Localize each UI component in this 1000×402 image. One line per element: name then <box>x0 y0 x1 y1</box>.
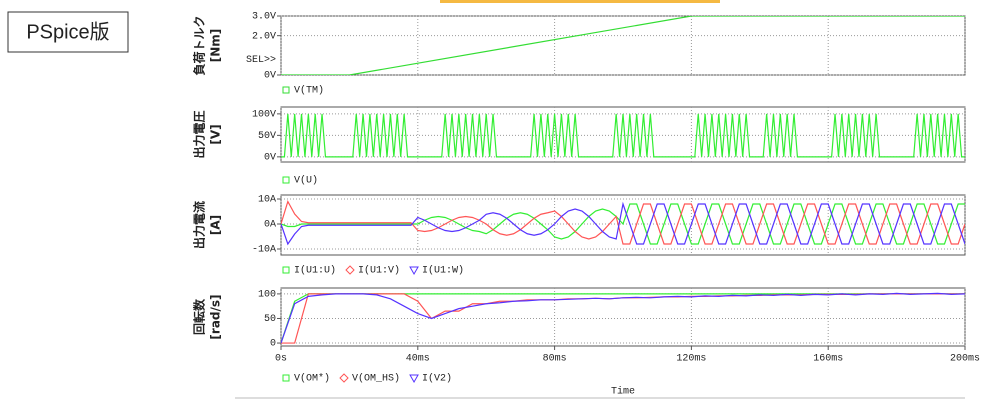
legend-marker <box>282 86 290 94</box>
series-line <box>281 16 965 75</box>
x-tick-label: 120ms <box>676 354 706 365</box>
y-tick-label: 0 <box>270 339 276 350</box>
y-tick-label: 0A <box>264 220 276 231</box>
x-tick-label: 200ms <box>950 354 980 365</box>
legend-label: I(V2) <box>422 373 452 385</box>
legend-marker <box>339 373 349 383</box>
y-tick-label: 50V <box>258 131 276 142</box>
series-line <box>281 292 965 344</box>
x-tick-label: 160ms <box>813 354 843 365</box>
legend-label: I(U1:W) <box>422 265 464 277</box>
annotation: SEL>> <box>246 55 276 66</box>
y-tick-label: 50 <box>264 314 276 325</box>
y-axis-label: 負荷トルク <box>192 15 207 75</box>
title-box <box>7 11 129 53</box>
legend-marker <box>409 266 419 276</box>
series-line <box>281 203 965 245</box>
y-tick-label: 2.0V <box>252 31 276 42</box>
plot-frame <box>280 15 966 76</box>
y-axis-label: 出力電圧 <box>192 110 207 158</box>
legend-marker <box>282 374 290 382</box>
legend-label: V(TM) <box>294 85 324 97</box>
x-tick-label: 0s <box>275 354 287 365</box>
series-line <box>281 201 965 246</box>
legend-label: V(OM*) <box>294 373 330 385</box>
y-tick-label: 100V <box>252 110 276 121</box>
y-tick-label: -10A <box>252 245 276 256</box>
series-line <box>281 199 965 245</box>
x-axis-label: Time <box>611 386 635 398</box>
legend-marker <box>282 266 290 274</box>
y-tick-label: 0V <box>264 152 276 163</box>
y-tick-label: 10A <box>258 195 276 206</box>
legend-label: I(U1:U) <box>294 265 336 277</box>
y-axis-label: 出力電流 <box>192 201 207 249</box>
y-axis-label: 回転数 <box>192 298 207 335</box>
y-axis-unit: [V] <box>209 124 223 144</box>
legend-label: V(OM_HS) <box>352 373 400 385</box>
y-tick-label: 0V <box>264 71 276 82</box>
y-tick-label: 100 <box>258 290 276 301</box>
legend-marker <box>282 176 290 184</box>
x-tick-label: 40ms <box>406 354 430 365</box>
y-axis-unit: [Nm] <box>209 29 223 63</box>
top-bar <box>440 0 720 3</box>
y-axis-unit: [A] <box>209 215 223 235</box>
y-axis-unit: [rad/s] <box>209 294 223 339</box>
series-line <box>281 113 965 158</box>
legend-marker <box>345 265 355 275</box>
legend-marker <box>409 374 419 384</box>
title: PSpice版 <box>26 20 109 43</box>
x-tick-label: 80ms <box>543 354 567 365</box>
legend-label: V(U) <box>294 175 318 187</box>
legend-label: I(U1:V) <box>358 265 400 277</box>
y-tick-label: 3.0V <box>252 12 276 23</box>
